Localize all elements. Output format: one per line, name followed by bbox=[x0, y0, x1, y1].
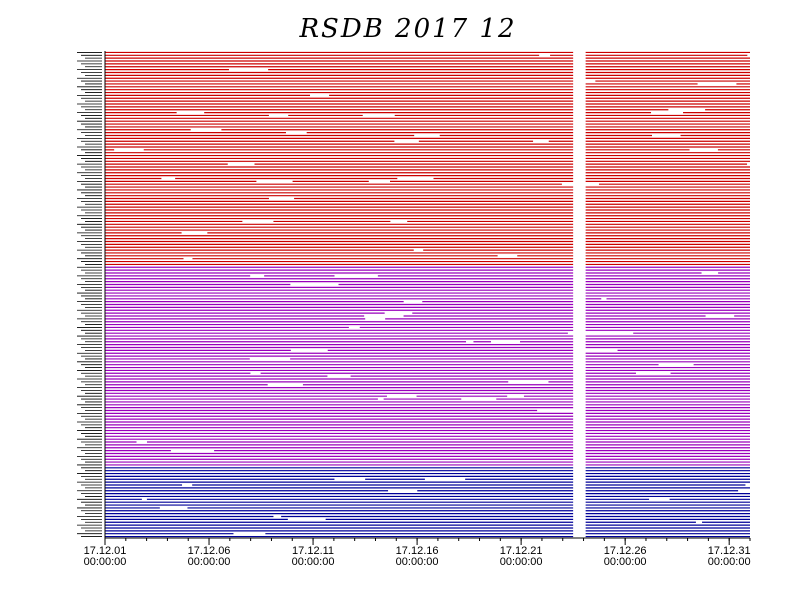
x-tick-label-time: 00:00:00 bbox=[708, 556, 751, 568]
chart-title: RSDB 2017 12 bbox=[298, 14, 516, 44]
x-tick-label-date: 17.12.06 bbox=[188, 545, 231, 557]
station-bars bbox=[105, 51, 750, 538]
x-tick-label-time: 00:00:00 bbox=[188, 556, 231, 568]
x-tick-label-date: 17.12.26 bbox=[604, 545, 647, 557]
x-tick-label-date: 17.12.11 bbox=[292, 545, 334, 557]
x-tick-label-time: 00:00:00 bbox=[396, 556, 439, 568]
x-tick-label-time: 00:00:00 bbox=[500, 556, 543, 568]
x-tick-label-date: 17.12.16 bbox=[396, 545, 439, 557]
x-tick-label-date: 17.12.31 bbox=[708, 545, 751, 557]
x-axis: 17.12.0100:00:0017.12.0600:00:0017.12.11… bbox=[84, 51, 751, 568]
station-labels bbox=[77, 52, 102, 537]
x-tick-label-time: 00:00:00 bbox=[604, 556, 647, 568]
x-tick-label-date: 17.12.01 bbox=[84, 545, 127, 557]
x-tick-label-time: 00:00:00 bbox=[292, 556, 335, 568]
x-tick-label-date: 17.12.21 bbox=[500, 545, 543, 557]
x-tick-label-time: 00:00:00 bbox=[84, 556, 127, 568]
